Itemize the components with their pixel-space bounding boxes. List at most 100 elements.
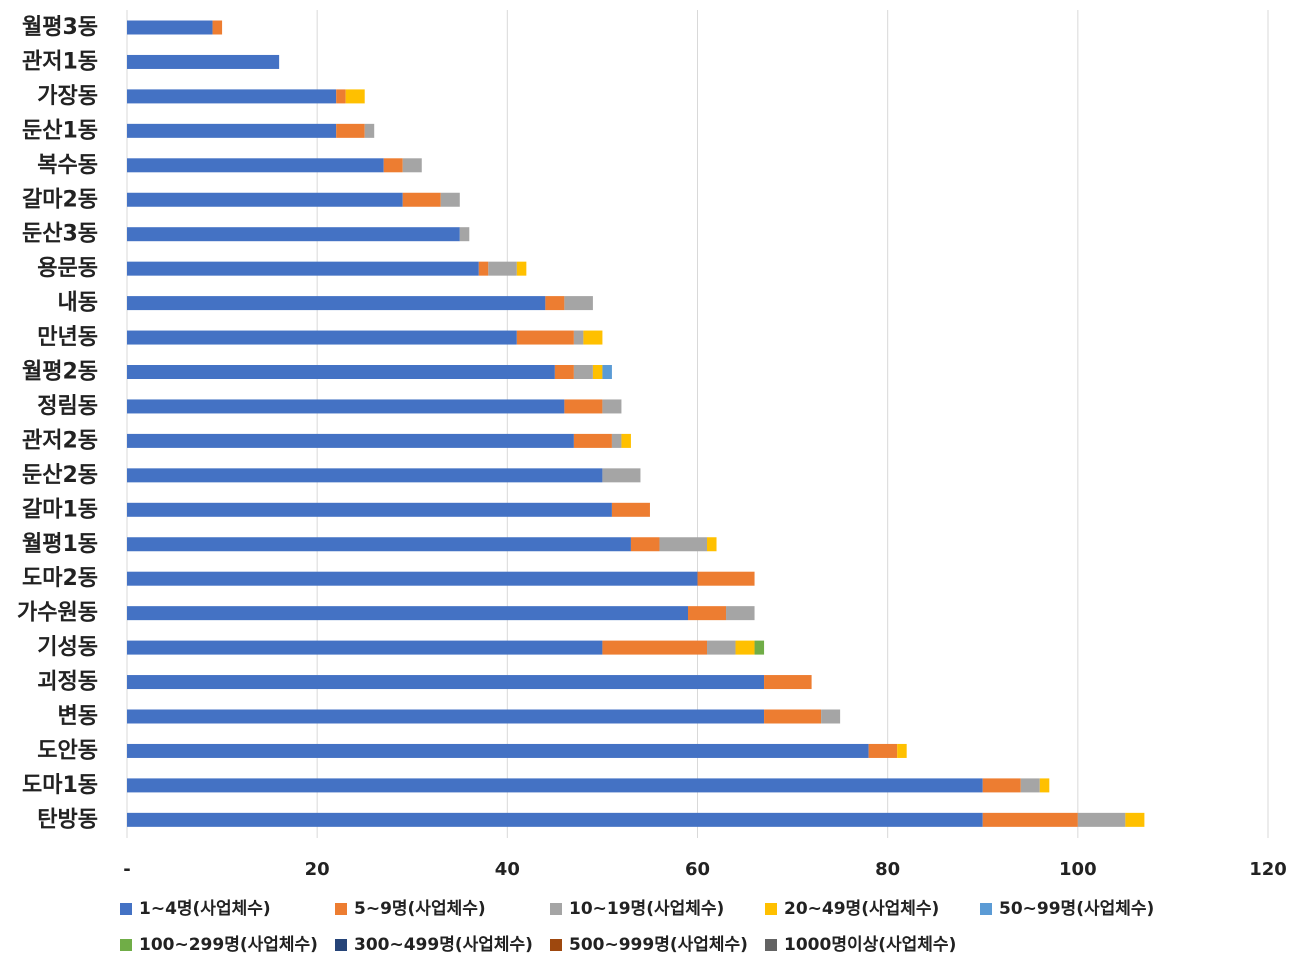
bar-segment [516, 330, 574, 345]
category-label: 탄방동 [37, 807, 98, 832]
bar-segment [1020, 778, 1040, 793]
bar-segment [516, 261, 527, 276]
category-label: 복수동 [37, 153, 98, 178]
bar-segment [1077, 812, 1126, 827]
bar-segment [602, 640, 708, 655]
legend-swatch [335, 903, 347, 915]
bar-segment [127, 606, 688, 621]
bar-segment [982, 812, 1078, 827]
x-tick-label: 60 [685, 859, 710, 880]
category-label: 도안동 [37, 738, 98, 763]
bar-segment [764, 709, 822, 724]
bar-segment [212, 20, 223, 35]
bar-segment [611, 502, 650, 517]
bar-segment [754, 640, 765, 655]
category-label: 월평2동 [22, 360, 98, 385]
bar-segment [868, 743, 898, 758]
category-label: 기성동 [37, 635, 98, 660]
bar-segment [564, 296, 593, 311]
bar-segment [127, 365, 555, 379]
bar-segment [127, 433, 574, 448]
x-axis-ticks: - 20 40 60 80 100 120 [123, 859, 1287, 880]
bar-segment [611, 433, 622, 448]
category-label: 갈마1동 [22, 497, 98, 522]
category-label: 월평1동 [22, 532, 98, 557]
bar-segment [573, 365, 593, 379]
bar-segment [127, 743, 869, 758]
bar-segment [127, 812, 983, 827]
gridlines [126, 10, 1269, 838]
category-label: 내동 [58, 291, 98, 316]
category-label: 둔산2동 [22, 463, 98, 488]
bar-segment [127, 20, 213, 35]
legend-label: 10~19명(사업체수) [569, 899, 724, 919]
legend-swatch [335, 939, 347, 951]
bar-segment [440, 192, 460, 207]
category-label: 가장동 [37, 84, 98, 109]
x-tick-label: - [123, 859, 130, 880]
legend-swatch [980, 903, 992, 915]
bar-segment [583, 330, 603, 345]
category-label: 변동 [58, 704, 98, 729]
bar-segment [821, 709, 841, 724]
bar-segment [554, 365, 574, 379]
category-label: 정림동 [37, 394, 98, 419]
category-label: 가수원동 [17, 601, 98, 626]
bar-segment [459, 227, 470, 242]
bar-segment [982, 778, 1021, 793]
bar-segment [687, 606, 727, 621]
category-label: 만년동 [37, 325, 98, 350]
bar-segment [127, 399, 565, 414]
x-tick-label: 120 [1249, 859, 1287, 880]
bar-segment [127, 192, 403, 207]
bar-segment [336, 123, 365, 138]
legend-label: 1000명이상(사업체수) [784, 935, 956, 955]
legend-label: 1~4명(사업체수) [139, 899, 271, 919]
bar-segment [602, 399, 622, 414]
legend-swatch [120, 903, 132, 915]
legend-label: 50~99명(사업체수) [999, 899, 1154, 919]
bar-segment [764, 675, 812, 690]
legend-label: 100~299명(사업체수) [139, 935, 318, 955]
category-labels: 월평3동관저1동가장동둔산1동복수동갈마2동둔산3동용문동내동만년동월평2동정림… [17, 15, 98, 832]
bar-segment [127, 89, 337, 104]
category-label: 둔산3동 [22, 222, 98, 247]
bar-segment [602, 468, 641, 483]
bar-segment [726, 606, 755, 621]
legend-label: 5~9명(사업체수) [354, 899, 486, 919]
bar-segment [127, 123, 337, 138]
legend-label: 500~999명(사업체수) [569, 935, 748, 955]
category-label: 월평3동 [22, 15, 98, 40]
x-tick-label: 80 [875, 859, 900, 880]
bar-segment [592, 365, 603, 379]
category-label: 둔산1동 [22, 118, 98, 143]
bar-segment [630, 537, 660, 552]
bar-segment [707, 537, 717, 552]
legend-swatch [550, 903, 562, 915]
bar-segment [573, 330, 584, 345]
bar-segment [707, 640, 736, 655]
legend-swatch [765, 939, 777, 951]
bar-segment [127, 54, 280, 69]
bar-segment [127, 640, 603, 655]
bars [127, 20, 1145, 827]
bar-segment [127, 778, 983, 793]
category-label: 도마2동 [22, 566, 98, 591]
x-tick-label: 40 [495, 859, 520, 880]
category-label: 관저2동 [22, 428, 98, 453]
x-tick-label: 100 [1059, 859, 1097, 880]
bar-segment [573, 433, 612, 448]
bar-segment [402, 158, 422, 173]
x-tick-label: 20 [305, 859, 330, 880]
bar-segment [127, 709, 765, 724]
bar-segment [402, 192, 441, 207]
bar-segment [897, 743, 907, 758]
category-label: 갈마2동 [22, 187, 98, 212]
category-label: 용문동 [37, 256, 98, 281]
bar-segment [602, 365, 612, 379]
category-label: 괴정동 [37, 670, 98, 695]
bar-segment [383, 158, 403, 173]
bar-segment [1125, 812, 1145, 827]
legend: 1~4명(사업체수) 5~9명(사업체수) 10~19명(사업체수) 20~49명(사… [120, 899, 1154, 955]
